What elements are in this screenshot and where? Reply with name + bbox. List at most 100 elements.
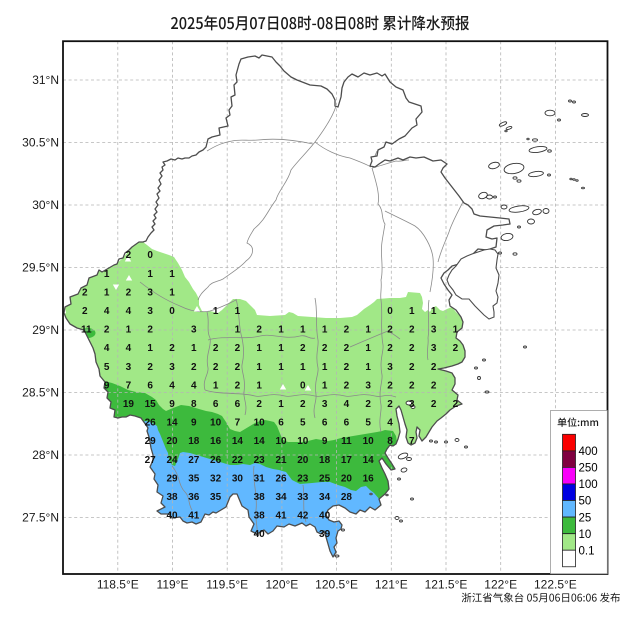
svg-text:2: 2 <box>82 306 88 317</box>
svg-text:14: 14 <box>166 418 178 429</box>
svg-text:31: 31 <box>254 473 266 484</box>
svg-text:1: 1 <box>278 399 284 410</box>
svg-text:2: 2 <box>235 343 241 354</box>
svg-text:34: 34 <box>319 492 331 503</box>
svg-text:27: 27 <box>188 455 200 466</box>
svg-text:16: 16 <box>210 436 222 447</box>
svg-text:2: 2 <box>387 343 393 354</box>
svg-text:0.1: 0.1 <box>579 545 595 557</box>
svg-text:10: 10 <box>579 529 592 541</box>
svg-text:121.5°E: 121.5°E <box>425 578 468 592</box>
svg-text:30.5°N: 30.5°N <box>22 136 59 150</box>
svg-text:1: 1 <box>213 380 219 391</box>
svg-text:119°E: 119°E <box>157 578 189 592</box>
svg-text:7: 7 <box>235 418 241 429</box>
svg-text:4: 4 <box>191 380 197 391</box>
svg-text:122.5°E: 122.5°E <box>534 578 577 592</box>
svg-text:250: 250 <box>579 463 598 475</box>
svg-text:2: 2 <box>453 343 459 354</box>
svg-text:35: 35 <box>188 473 200 484</box>
svg-text:1: 1 <box>235 306 241 317</box>
svg-text:6: 6 <box>235 399 241 410</box>
svg-text:1: 1 <box>431 306 437 317</box>
svg-text:25: 25 <box>579 512 592 524</box>
svg-text:39: 39 <box>319 529 331 540</box>
svg-text:23: 23 <box>254 455 266 466</box>
svg-text:1: 1 <box>278 362 284 373</box>
svg-text:16: 16 <box>363 473 375 484</box>
svg-text:2: 2 <box>431 380 437 391</box>
svg-text:6: 6 <box>344 418 350 429</box>
svg-text:2: 2 <box>409 325 415 336</box>
svg-text:400: 400 <box>579 446 598 458</box>
svg-text:27: 27 <box>145 455 157 466</box>
svg-text:14: 14 <box>232 436 244 447</box>
svg-text:28°N: 28°N <box>32 448 59 462</box>
svg-text:3: 3 <box>169 362 175 373</box>
svg-text:14: 14 <box>363 455 375 466</box>
svg-text:2: 2 <box>344 380 350 391</box>
svg-text:30°N: 30°N <box>32 198 59 212</box>
svg-text:10: 10 <box>210 418 222 429</box>
svg-text:1: 1 <box>147 343 153 354</box>
svg-text:29: 29 <box>166 473 178 484</box>
svg-text:3: 3 <box>431 325 437 336</box>
svg-text:1: 1 <box>126 325 132 336</box>
svg-text:26: 26 <box>145 418 157 429</box>
svg-text:20: 20 <box>341 473 353 484</box>
svg-text:29: 29 <box>145 436 157 447</box>
svg-text:2: 2 <box>387 325 393 336</box>
svg-text:20: 20 <box>297 455 309 466</box>
svg-text:15: 15 <box>145 399 157 410</box>
svg-text:4: 4 <box>126 343 132 354</box>
svg-text:2: 2 <box>126 287 132 298</box>
svg-text:2: 2 <box>213 343 219 354</box>
svg-text:35: 35 <box>210 492 222 503</box>
svg-text:8: 8 <box>387 436 393 447</box>
svg-text:2: 2 <box>147 362 153 373</box>
svg-text:4: 4 <box>104 306 110 317</box>
svg-text:1: 1 <box>278 343 284 354</box>
svg-text:119.5°E: 119.5°E <box>206 578 248 592</box>
svg-text:2: 2 <box>409 343 415 354</box>
svg-text:23: 23 <box>297 473 309 484</box>
svg-text:4: 4 <box>104 343 110 354</box>
svg-text:2: 2 <box>235 380 241 391</box>
svg-text:4: 4 <box>344 399 350 410</box>
svg-text:1: 1 <box>409 306 415 317</box>
svg-text:1: 1 <box>365 362 371 373</box>
svg-text:3: 3 <box>147 287 153 298</box>
svg-text:38: 38 <box>254 511 266 522</box>
svg-text:2: 2 <box>431 399 437 410</box>
svg-text:1: 1 <box>453 325 459 336</box>
svg-text:11: 11 <box>341 436 352 447</box>
svg-text:1: 1 <box>322 380 328 391</box>
svg-text:2: 2 <box>235 362 241 373</box>
svg-text:1: 1 <box>278 325 284 336</box>
svg-text:2: 2 <box>82 287 88 298</box>
svg-text:26: 26 <box>275 473 287 484</box>
svg-text:40: 40 <box>254 529 266 540</box>
svg-text:7: 7 <box>126 380 132 391</box>
svg-text:1: 1 <box>235 325 241 336</box>
svg-text:6: 6 <box>322 418 328 429</box>
svg-text:0: 0 <box>147 250 153 261</box>
svg-text:10: 10 <box>297 436 309 447</box>
svg-text:2: 2 <box>169 343 175 354</box>
svg-text:9: 9 <box>169 399 175 410</box>
svg-text:29°N: 29°N <box>32 323 59 337</box>
svg-text:21: 21 <box>275 455 287 466</box>
svg-text:9: 9 <box>104 380 110 391</box>
svg-text:36: 36 <box>188 492 200 503</box>
svg-text:7: 7 <box>409 436 415 447</box>
svg-text:32: 32 <box>210 473 222 484</box>
svg-text:3: 3 <box>387 362 393 373</box>
svg-text:1: 1 <box>365 343 371 354</box>
svg-text:3: 3 <box>365 380 371 391</box>
svg-text:120.5°E: 120.5°E <box>315 578 358 592</box>
svg-text:2: 2 <box>365 399 371 410</box>
svg-text:8: 8 <box>191 399 197 410</box>
svg-text:2: 2 <box>300 399 306 410</box>
svg-text:2: 2 <box>191 362 197 373</box>
svg-text:2: 2 <box>431 362 437 373</box>
